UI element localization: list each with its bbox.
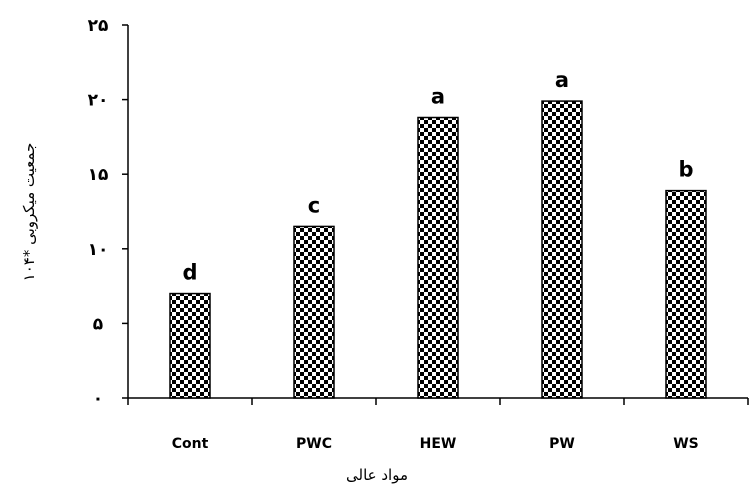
significance-letter: c bbox=[308, 193, 320, 217]
x-tick-label: PWC bbox=[296, 436, 332, 452]
y-tick-label: ١٠ bbox=[88, 240, 109, 260]
y-tick-label: ۵ bbox=[93, 314, 103, 334]
significance-letter: b bbox=[678, 158, 693, 182]
x-tick-label: Cont bbox=[172, 436, 209, 452]
bar-cont bbox=[169, 292, 211, 399]
significance-letter: a bbox=[555, 68, 569, 92]
x-tick-label: PW bbox=[549, 436, 575, 452]
bar-pw bbox=[541, 100, 583, 399]
y-axis: ٠ ۵ ١٠ ١۵ ٢٠ ٢۵ bbox=[88, 16, 129, 409]
x-axis bbox=[127, 397, 749, 405]
x-tick-label: WS bbox=[673, 436, 699, 452]
x-axis-title: مواد عالی bbox=[346, 466, 408, 484]
y-tick-label: ٢٠ bbox=[88, 91, 109, 111]
bar-hew bbox=[417, 116, 459, 399]
significance-letter: a bbox=[431, 85, 445, 109]
y-axis-title: جمعیت میکروبی *۱۰۴ bbox=[20, 143, 38, 282]
significance-letter: d bbox=[182, 261, 197, 285]
bars bbox=[169, 100, 707, 399]
y-tick-label: ١۵ bbox=[88, 165, 109, 185]
x-tick-label: HEW bbox=[420, 436, 457, 452]
data-labels: Cont d PWC c HEW a PW a WS b bbox=[172, 68, 699, 452]
y-tick-label: ٠ bbox=[93, 389, 103, 409]
bar-pwc bbox=[293, 225, 335, 399]
bar-ws bbox=[665, 189, 707, 399]
y-tick-label: ٢۵ bbox=[88, 16, 109, 36]
